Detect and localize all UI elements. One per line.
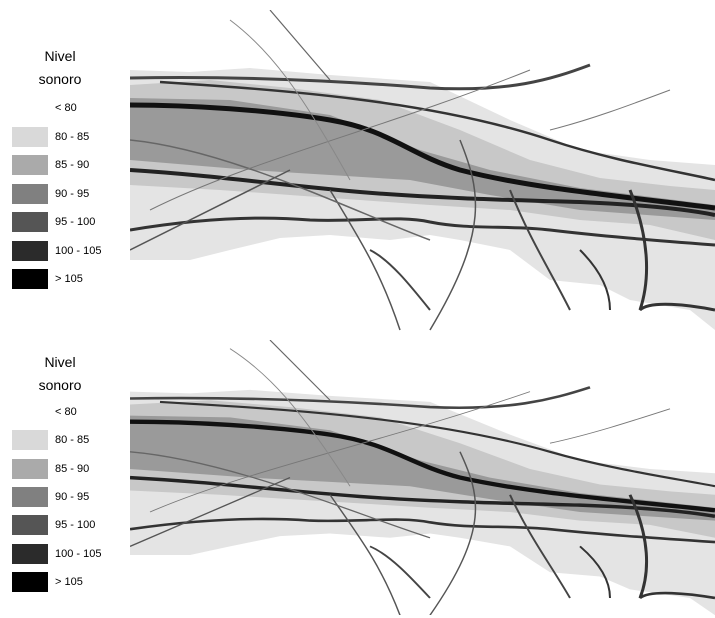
legend-title: Nivel: [0, 45, 120, 67]
legend-label: 80 - 85: [55, 434, 89, 446]
legend-item: 85 - 90: [12, 459, 89, 479]
legend-item: > 105: [12, 269, 83, 289]
legend-item: 95 - 100: [12, 212, 95, 232]
legend-swatch: [12, 98, 48, 118]
legend-item: < 80: [12, 98, 77, 118]
legend-swatch: [12, 269, 48, 289]
legend-item: 95 - 100: [12, 515, 95, 535]
legend-title: Nivel: [0, 351, 120, 373]
legend-swatch: [12, 212, 48, 232]
legend-item: 100 - 105: [12, 544, 101, 564]
legend-swatch: [12, 572, 48, 592]
legend-item: 85 - 90: [12, 155, 89, 175]
legend-item: > 105: [12, 572, 83, 592]
legend-swatch: [12, 155, 48, 175]
legend-item: 90 - 95: [12, 184, 89, 204]
legend-label: 95 - 100: [55, 216, 95, 228]
legend-swatch: [12, 515, 48, 535]
noise-map-layer: [130, 10, 715, 330]
legend-swatch: [12, 184, 48, 204]
legend-label: 85 - 90: [55, 159, 89, 171]
legend-swatch: [12, 544, 48, 564]
legend-title: sonoro: [0, 68, 120, 90]
legend-swatch: [12, 459, 48, 479]
legend-label: 90 - 95: [55, 491, 89, 503]
legend-label: 95 - 100: [55, 519, 95, 531]
legend-title: sonoro: [0, 374, 120, 396]
noise-map-layer: [130, 340, 715, 615]
noise-map: [130, 10, 715, 332]
legend-swatch: [12, 430, 48, 450]
legend-item: 80 - 85: [12, 430, 89, 450]
legend-label: 80 - 85: [55, 131, 89, 143]
noise-map: [130, 340, 715, 615]
legend-swatch: [12, 402, 48, 422]
legend-label: < 80: [55, 102, 77, 114]
legend-swatch: [12, 241, 48, 261]
legend-label: 100 - 105: [55, 548, 101, 560]
legend-item: 80 - 85: [12, 127, 89, 147]
legend-label: 85 - 90: [55, 463, 89, 475]
legend-label: 100 - 105: [55, 245, 101, 257]
legend-label: 90 - 95: [55, 188, 89, 200]
legend-swatch: [12, 127, 48, 147]
legend-label: < 80: [55, 406, 77, 418]
legend-label: > 105: [55, 273, 83, 285]
legend-item: 100 - 105: [12, 241, 101, 261]
legend-label: > 105: [55, 576, 83, 588]
legend-item: 90 - 95: [12, 487, 89, 507]
legend-item: < 80: [12, 402, 77, 422]
legend-swatch: [12, 487, 48, 507]
page: Nivelsonoro< 8080 - 8585 - 9090 - 9595 -…: [0, 0, 715, 618]
